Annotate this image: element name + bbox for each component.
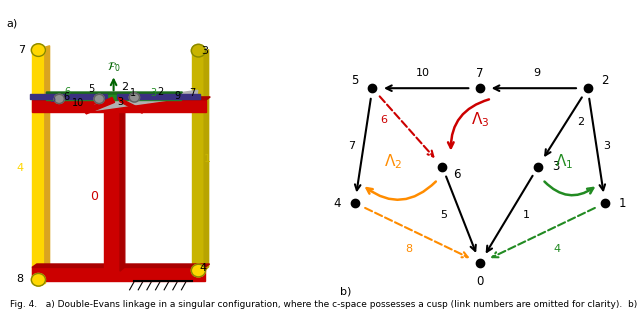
Text: 7: 7 (476, 67, 484, 80)
Text: 1: 1 (619, 197, 627, 210)
Circle shape (31, 44, 45, 56)
Circle shape (54, 94, 65, 104)
Polygon shape (95, 90, 198, 110)
Polygon shape (204, 50, 209, 271)
Text: 4: 4 (200, 263, 207, 273)
Text: 8: 8 (405, 244, 412, 254)
Text: 6: 6 (63, 92, 69, 102)
Text: 6: 6 (381, 115, 387, 124)
Text: 2: 2 (157, 87, 163, 97)
Text: 3: 3 (202, 46, 208, 56)
Bar (46, 94, 180, 100)
Bar (104, 108, 120, 271)
Polygon shape (120, 105, 125, 271)
Text: Fig. 4.   a) Double-Evans linkage in a singular configuration, where the c-space: Fig. 4. a) Double-Evans linkage in a sin… (10, 300, 637, 309)
Text: 1: 1 (130, 88, 136, 98)
Text: 6: 6 (453, 168, 460, 181)
Circle shape (129, 93, 140, 102)
Text: 9: 9 (533, 68, 540, 78)
Text: 7: 7 (189, 87, 195, 98)
Text: 1: 1 (523, 210, 530, 220)
Text: $\mathcal{F}_0$: $\mathcal{F}_0$ (108, 60, 121, 74)
Text: 7: 7 (19, 45, 26, 55)
Text: 3: 3 (552, 160, 559, 173)
Bar (32, 100, 206, 112)
Bar (32, 267, 205, 281)
Circle shape (94, 94, 104, 104)
Circle shape (191, 264, 205, 277)
Polygon shape (46, 92, 182, 94)
Text: 8: 8 (16, 274, 24, 284)
Text: b): b) (340, 286, 352, 297)
Bar (31, 94, 107, 99)
Text: 0: 0 (90, 190, 99, 203)
Circle shape (31, 274, 45, 286)
Text: 3: 3 (603, 141, 610, 150)
Text: 10: 10 (416, 68, 430, 78)
Polygon shape (45, 46, 50, 282)
Text: 3: 3 (150, 88, 157, 98)
Text: 0: 0 (476, 275, 484, 288)
Polygon shape (83, 97, 115, 114)
Text: 5: 5 (351, 74, 358, 87)
Polygon shape (32, 97, 210, 100)
Text: 9: 9 (175, 91, 181, 101)
Text: $\Lambda_3$: $\Lambda_3$ (471, 110, 489, 129)
Bar (192, 53, 204, 271)
Circle shape (191, 44, 205, 57)
Text: 6: 6 (64, 87, 70, 97)
Bar (116, 94, 200, 99)
Text: 2: 2 (121, 82, 129, 92)
Text: 4: 4 (333, 197, 341, 210)
Text: 5: 5 (88, 84, 94, 94)
Text: 4: 4 (554, 244, 561, 254)
Text: 3: 3 (117, 97, 123, 107)
Text: 5: 5 (440, 210, 447, 220)
Text: 5: 5 (50, 94, 56, 105)
Bar (32, 47, 45, 282)
Text: $\Lambda_1$: $\Lambda_1$ (556, 152, 573, 171)
Polygon shape (118, 97, 143, 113)
Text: 2: 2 (577, 117, 584, 127)
Text: 10: 10 (72, 98, 84, 108)
Polygon shape (32, 264, 210, 267)
Text: 7: 7 (348, 141, 356, 150)
Text: 4: 4 (16, 163, 24, 173)
Text: $\Lambda_2$: $\Lambda_2$ (383, 152, 402, 171)
Text: 1: 1 (204, 154, 211, 164)
Text: 2: 2 (602, 74, 609, 87)
Text: a): a) (6, 18, 18, 28)
